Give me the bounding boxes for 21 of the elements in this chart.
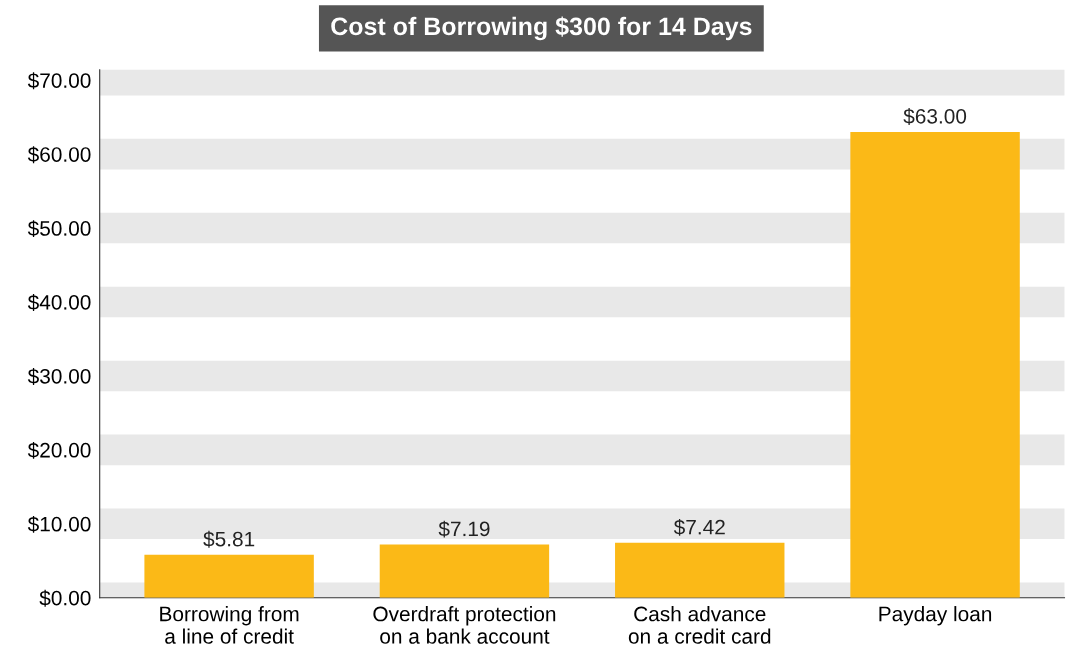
bar [850,131,1020,598]
data-label: $5.81 [203,530,255,548]
bar [615,542,785,598]
chart-title: Cost of Borrowing $300 for 14 Days [331,16,752,41]
x-tick-label: Payday loan [879,606,992,626]
x-tick-label: Overdraft protection on a bank account [373,606,556,644]
data-label: $63.00 [903,108,967,125]
y-tick-label: $10.00 [27,515,91,533]
y-tick-label: $50.00 [27,220,91,238]
y-tick-label: $0.00 [39,589,91,607]
bar [144,554,314,598]
bar [379,544,550,598]
y-tick-label: $30.00 [27,368,91,385]
y-tick-label: $70.00 [27,72,91,90]
y-tick-label: $60.00 [27,146,91,164]
y-tick-label: $40.00 [27,294,91,311]
x-tick-label: Cash advance on a credit card [628,606,771,644]
x-tick-label: Borrowing from a line of credit [160,606,299,644]
y-tick-label: $20.00 [27,441,91,459]
data-label: $7.19 [438,520,490,538]
data-label: $7.42 [673,518,725,536]
